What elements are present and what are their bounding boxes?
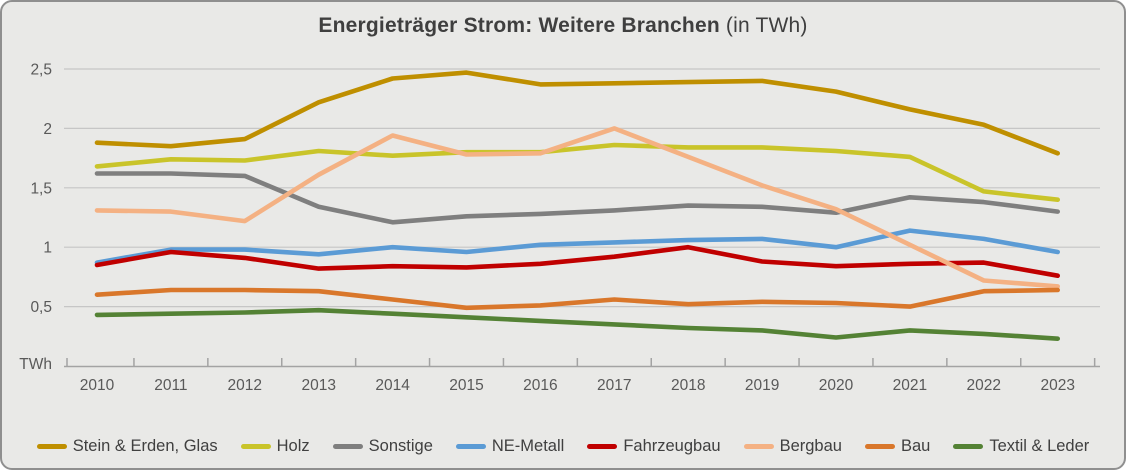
y-axis-unit-label: TWh — [19, 356, 52, 373]
legend-item-sonstige: Sonstige — [332, 437, 433, 456]
x-tick-label-2023: 2023 — [1040, 377, 1074, 394]
legend-swatch-holz — [240, 444, 271, 449]
legend-swatch-fahrzeugbau — [587, 444, 618, 449]
legend-label-fahrzeugbau: Fahrzeugbau — [623, 437, 721, 455]
x-tick-label-2017: 2017 — [597, 377, 631, 394]
legend-swatch-textil-leder — [953, 444, 984, 449]
legend-swatch-stein-erden-glas — [36, 444, 67, 449]
legend-item-bau: Bau — [864, 437, 931, 456]
legend-label-sonstige: Sonstige — [368, 437, 433, 455]
x-tick-label-2022: 2022 — [967, 377, 1001, 394]
chart-title: Energieträger Strom: Weitere Branchen (i… — [2, 14, 1124, 38]
legend-item-holz: Holz — [240, 437, 310, 456]
legend-swatch-ne-metall — [455, 444, 486, 449]
x-tick-label-2018: 2018 — [671, 377, 705, 394]
x-tick-label-2016: 2016 — [523, 377, 557, 394]
chart-title-main: Energieträger Strom: Weitere Branchen — [318, 14, 720, 37]
series-line-fahrzeugbau — [94, 244, 1060, 279]
legend-label-bau: Bau — [900, 437, 931, 455]
legend-label-textil-leder: Textil & Leder — [989, 437, 1090, 455]
x-tick-label-2019: 2019 — [745, 377, 779, 394]
series-line-holz — [94, 142, 1060, 202]
x-tick-label-2015: 2015 — [449, 377, 483, 394]
chart-title-unit: (in TWh) — [719, 14, 808, 37]
series-line-textil-leder — [94, 307, 1060, 342]
legend-swatch-bau — [864, 444, 895, 449]
series-line-bergbau — [94, 126, 1060, 289]
legend-item-ne-metall: NE-Metall — [455, 437, 565, 456]
y-tick-label: 2,5 — [30, 62, 52, 79]
series-line-ne-metall — [94, 228, 1060, 265]
y-tick-label: 0,5 — [30, 299, 52, 316]
x-tick-label-2014: 2014 — [375, 377, 410, 394]
legend-swatch-bergbau — [743, 444, 774, 449]
legend-item-bergbau: Bergbau — [743, 437, 842, 456]
x-tick-label-2021: 2021 — [893, 377, 927, 394]
legend-item-textil-leder: Textil & Leder — [953, 437, 1089, 456]
series-line-stein-erden-glas — [94, 70, 1060, 156]
legend-label-holz: Holz — [276, 437, 310, 455]
legend-item-stein-erden-glas: Stein & Erden, Glas — [36, 437, 218, 456]
y-tick-label: 2 — [43, 121, 52, 138]
legend-swatch-sonstige — [332, 444, 363, 449]
y-tick-label: 1,5 — [30, 180, 52, 197]
x-tick-label-2010: 2010 — [80, 377, 115, 394]
x-tick-label-2011: 2011 — [154, 377, 187, 394]
series-line-bau — [94, 287, 1060, 311]
legend-item-fahrzeugbau: Fahrzeugbau — [587, 437, 721, 456]
legend-label-bergbau: Bergbau — [779, 437, 842, 455]
chart-legend: Stein & Erden, Glas Holz Sonstige NE-Metall… — [2, 437, 1124, 456]
legend-label-ne-metall: NE-Metall — [491, 437, 565, 455]
y-tick-label: 1 — [43, 240, 52, 257]
series-line-sonstige — [94, 171, 1060, 225]
x-tick-label-2013: 2013 — [301, 377, 335, 394]
x-tick-label-2012: 2012 — [228, 377, 262, 394]
x-tick-label-2020: 2020 — [819, 377, 854, 394]
legend-label-stein-erden-glas: Stein & Erden, Glas — [72, 437, 218, 455]
